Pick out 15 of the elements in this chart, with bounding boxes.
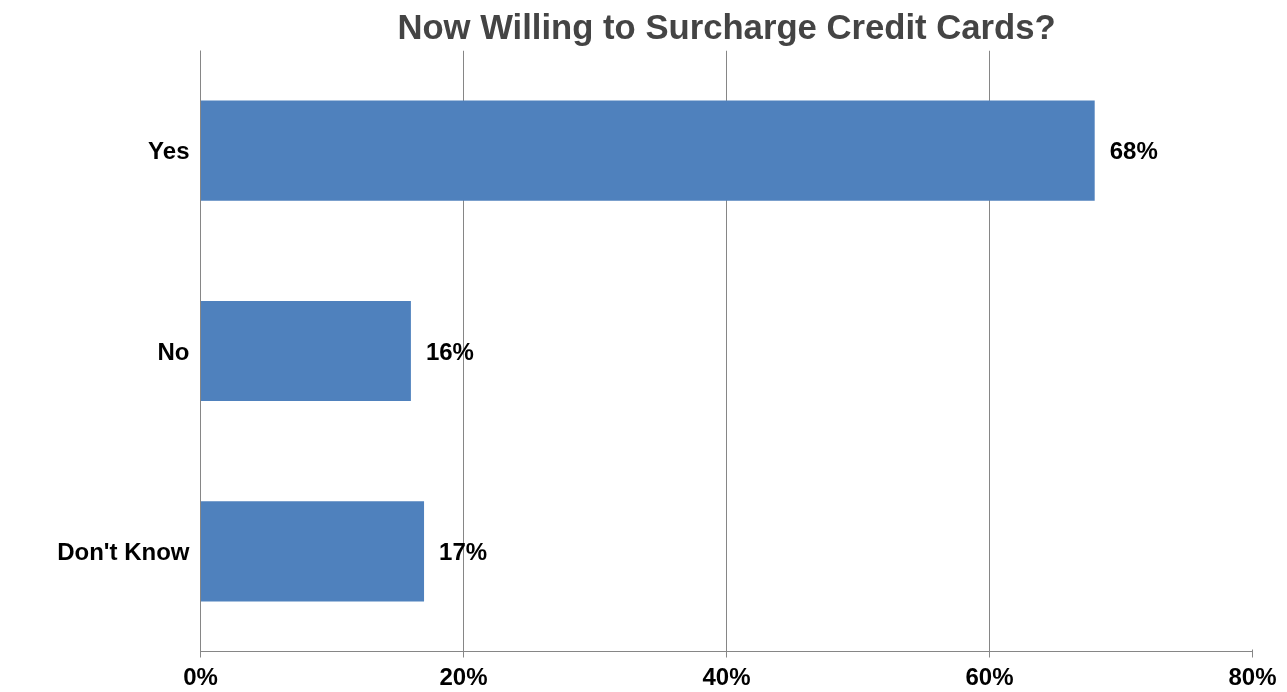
x-tick-label: 60%: [965, 662, 1014, 690]
y-tick-label: Don't Know: [57, 537, 190, 565]
data-label: 17%: [439, 537, 488, 565]
x-tick-label: 80%: [1228, 662, 1277, 690]
data-label: 68%: [1109, 137, 1158, 165]
x-tick-label: 40%: [702, 662, 751, 690]
x-tick-label: 0%: [183, 662, 218, 690]
y-tick-label: Yes: [148, 137, 190, 165]
bar: [200, 100, 1095, 201]
bar: [200, 501, 425, 602]
bar: [200, 300, 411, 402]
x-tick-label: 20%: [439, 662, 488, 690]
y-tick-label: No: [157, 337, 190, 365]
chart-title: Now Willing to Surcharge Credit Cards?: [397, 7, 1056, 46]
data-label: 16%: [425, 337, 474, 365]
